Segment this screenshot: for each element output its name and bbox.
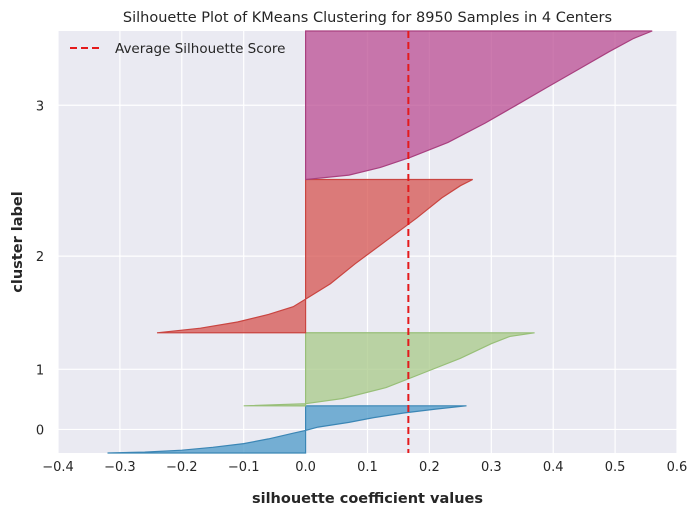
y-tick-label: 3 [36, 99, 44, 114]
x-tick-label: −0.2 [166, 460, 198, 475]
y-tick-labels: 0 1 2 3 [36, 99, 44, 438]
y-tick-label: 2 [36, 250, 44, 265]
legend: Average Silhouette Score [70, 41, 285, 57]
x-tick-label: 0.1 [357, 460, 378, 475]
x-tick-label: 0.5 [605, 460, 626, 475]
x-tick-label: −0.4 [42, 460, 74, 475]
legend-average-label: Average Silhouette Score [115, 41, 285, 57]
y-tick-label: 1 [36, 363, 44, 378]
cluster-1-area [243, 332, 535, 407]
x-tick-label: −0.1 [228, 460, 260, 475]
y-tick-label: 0 [36, 423, 44, 438]
cluster-3-area [305, 30, 653, 181]
x-tick-label: 0.0 [295, 460, 316, 475]
chart-title: Silhouette Plot of KMeans Clustering for… [123, 10, 612, 26]
x-tick-label: 0.6 [667, 460, 688, 475]
x-tick-label: −0.3 [104, 460, 136, 475]
cluster-2-area [156, 178, 473, 334]
x-tick-labels: −0.4 −0.3 −0.2 −0.1 0.0 0.1 0.2 0.3 0.4 0.5 0.6 [42, 460, 687, 475]
x-axis-label: silhouette coefficient values [252, 491, 483, 507]
x-tick-label: 0.3 [481, 460, 502, 475]
x-tick-label: 0.2 [419, 460, 440, 475]
silhouette-areas [107, 30, 653, 454]
x-tick-label: 0.4 [543, 460, 564, 475]
cluster-0-area [107, 405, 467, 454]
y-axis-label: cluster label [10, 191, 26, 292]
